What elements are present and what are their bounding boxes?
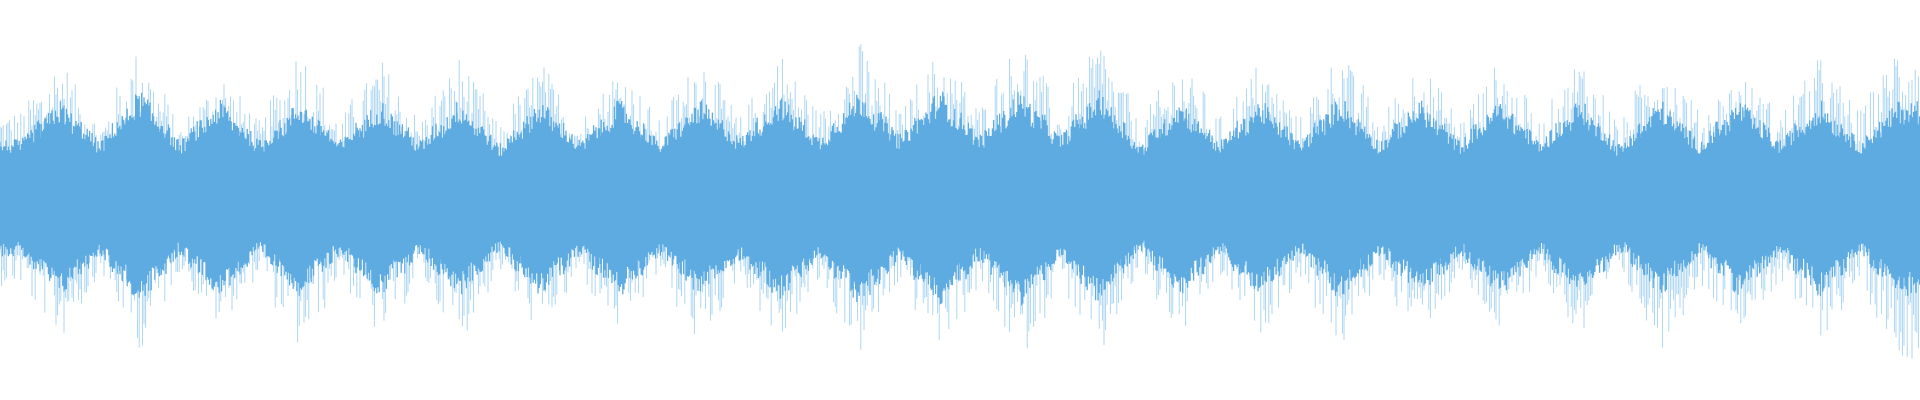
wave-body — [159, 121, 201, 275]
wave-body — [1359, 122, 1401, 277]
wave-body — [919, 92, 961, 305]
wave-body — [439, 102, 481, 295]
wave-body — [1199, 120, 1241, 275]
wave-body — [1639, 101, 1681, 293]
wave-body — [839, 94, 881, 302]
wave-body — [1239, 103, 1281, 292]
wave-body — [1479, 104, 1521, 291]
wave-body — [519, 105, 561, 294]
wave-body — [279, 108, 321, 296]
wave-body — [799, 119, 841, 279]
wave-body — [1679, 121, 1721, 274]
wave-body — [1439, 123, 1481, 275]
wave-body — [759, 98, 801, 299]
wave-body — [1759, 120, 1801, 274]
wave-body — [0, 120, 41, 270]
wave-body — [39, 101, 81, 292]
wave-body — [79, 121, 121, 275]
wave-body — [999, 92, 1041, 306]
wave-body — [639, 122, 681, 276]
wave-body — [599, 100, 641, 295]
wave-body — [119, 92, 161, 298]
wave-body — [719, 117, 761, 279]
wave-body — [1559, 103, 1601, 287]
wave-body — [679, 100, 721, 292]
wave-body — [1519, 123, 1561, 277]
wave-body — [1319, 101, 1361, 296]
wave-body — [239, 127, 281, 275]
wave-body — [1839, 121, 1881, 276]
wave-body — [1599, 123, 1641, 273]
wave-body — [1079, 90, 1121, 301]
wave-body — [319, 122, 361, 273]
wave-body — [1399, 100, 1441, 286]
wave-body — [1799, 100, 1841, 296]
wave-body — [1159, 107, 1201, 294]
wave-body — [1039, 114, 1081, 281]
wave-body — [359, 103, 401, 294]
wave-body — [959, 112, 1001, 281]
wave-body — [1279, 120, 1321, 276]
wave-body — [559, 122, 601, 275]
wave-body — [879, 112, 921, 280]
wave-body — [1719, 103, 1761, 295]
wave-body — [399, 123, 441, 276]
wave-body — [199, 100, 241, 293]
wave-body — [479, 126, 521, 272]
wave-body — [1119, 122, 1161, 274]
wave-body — [1879, 101, 1920, 296]
